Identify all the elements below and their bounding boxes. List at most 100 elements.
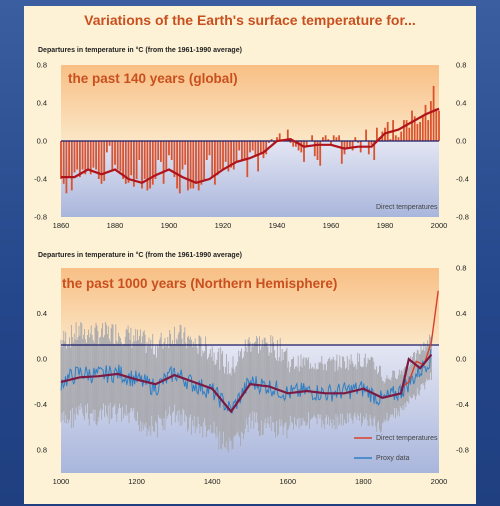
chart1-bar	[262, 141, 265, 159]
chart1-bar	[276, 137, 278, 141]
chart1-bar	[257, 141, 259, 172]
chart1-bar	[65, 141, 68, 194]
chart1-bar	[295, 141, 297, 147]
chart1-x-tick-label: 1960	[323, 221, 340, 230]
chart1-bar	[332, 135, 335, 141]
chart1-x-ticks: 1860 1880 1900 1920 1940 1960 1980 2000	[53, 221, 448, 230]
chart2-legend-proxy: Proxy data	[376, 455, 410, 462]
chart1-bar	[421, 116, 424, 141]
chart1-y-tick-label: 0.4	[456, 99, 466, 108]
chart1-bar	[249, 141, 251, 153]
chart1-x-tick-label: 1940	[269, 221, 286, 230]
chart1-bar	[141, 141, 143, 189]
chart1-bar	[138, 141, 141, 160]
chart1-bar	[224, 141, 227, 162]
chart1-bar	[92, 141, 95, 168]
chart2-x-tick-label: 1000	[53, 477, 70, 486]
chart1-bar	[60, 141, 62, 179]
chart1-bar	[173, 141, 176, 178]
chart2-y-tick-label: 0.8	[37, 446, 47, 455]
chart2-x-tick-label: 1200	[128, 477, 145, 486]
chart1-bar	[297, 141, 300, 151]
chart1-bar	[95, 141, 97, 170]
chart2-direct-line	[400, 290, 439, 389]
chart1-bar	[208, 141, 211, 156]
chart2-y-tick-label: 0.0	[456, 355, 466, 364]
chart1-bar	[270, 139, 273, 141]
chart1-bar	[176, 141, 178, 189]
chart1-bar	[178, 141, 181, 194]
chart1-bar	[305, 141, 308, 147]
chart2-y-tick-label: 0.4	[456, 309, 466, 318]
chart1-title: the past 140 years (global)	[68, 71, 238, 86]
chart1-bar	[427, 120, 430, 141]
chart1-bar	[330, 141, 332, 145]
chart-nh-1000-years: Departures in temperature in °C (from th…	[34, 251, 469, 486]
chart1-bar	[405, 120, 408, 141]
chart1-bar	[192, 141, 195, 189]
chart1-x-tick-label: 1920	[215, 221, 232, 230]
chart1-bar	[241, 141, 243, 160]
chart1-bar	[238, 141, 241, 151]
chart1-bar	[119, 141, 122, 172]
chart1-y-tick-label: 0.4	[37, 99, 47, 108]
chart1-bar	[103, 141, 106, 181]
chart1-bar	[268, 141, 270, 143]
chart1-bar	[68, 141, 70, 178]
chart1-bar	[376, 127, 378, 141]
chart1-bar	[397, 137, 400, 141]
chart1-bar	[87, 141, 89, 170]
chart2-smooth-line	[60, 353, 433, 414]
chart1-y-tick-label: 0.0	[37, 137, 47, 146]
chart1-bar	[324, 135, 327, 141]
chart2-legend-direct: Direct temperatures	[376, 435, 438, 442]
chart1-bar	[349, 141, 351, 147]
chart1-x-tick-label: 1900	[161, 221, 178, 230]
chart1-bar	[189, 141, 192, 189]
chart1-bar	[216, 141, 219, 176]
chart1-smooth-line	[61, 107, 440, 184]
chart1-bar	[81, 141, 84, 170]
chart1-bar	[413, 116, 416, 141]
chart1-bar	[149, 141, 151, 189]
chart1-bar	[316, 141, 319, 160]
chart2-x-tick-label: 1400	[204, 477, 221, 486]
chart1-bar	[322, 137, 324, 141]
chart1-bar	[122, 141, 124, 179]
chart1-bar	[108, 141, 111, 146]
chart1-bar	[432, 85, 435, 141]
chart1-bar	[351, 141, 354, 151]
chart1-bar	[195, 141, 197, 183]
chart1-bar	[162, 141, 165, 184]
chart1-y-ticks-left: 0.8 0.4 0.0 -0.4 -0.8	[34, 61, 47, 222]
chart1-bar	[311, 135, 313, 141]
chart1-bar	[168, 141, 170, 156]
chart1-bar	[214, 141, 216, 185]
chart1-bar	[114, 141, 116, 165]
chart1-bar	[111, 141, 114, 170]
chart1-bar	[106, 141, 108, 153]
chart1-bar	[411, 110, 413, 141]
chart1-bar	[394, 135, 397, 141]
chart2-y-tick-label: -0.4	[456, 400, 469, 409]
chart1-x-tick-label: 2000	[431, 221, 448, 230]
chart1-bar	[303, 141, 305, 162]
chart1-bar	[338, 135, 340, 141]
chart1-bar	[116, 141, 119, 170]
chart2-y-tick-label: 0.8	[456, 264, 466, 273]
chart1-bar	[157, 141, 160, 160]
chart1-y-tick-label: 0.8	[456, 61, 466, 70]
chart1-x-tick-label: 1980	[377, 221, 394, 230]
chart1-bar	[154, 141, 157, 179]
chart1-bar	[203, 141, 205, 181]
chart1-bar	[259, 141, 262, 153]
chart1-legend-direct: Direct temperatures	[376, 204, 438, 211]
chart2-y-tick-label: 0.0	[37, 355, 47, 364]
chart2-y-ticks-left: 0.4 0.0 -0.4 0.8	[34, 309, 47, 455]
chart2-x-tick-label: 1600	[279, 477, 296, 486]
chart1-bar	[400, 131, 403, 141]
chart1-y-tick-label: 0.0	[456, 137, 466, 146]
chart2-title: the past 1000 years (Northern Hemisphere…	[62, 276, 337, 291]
chart1-bar	[319, 141, 322, 166]
chart1-ylabel: Departures in temperature in °C (from th…	[38, 46, 242, 54]
